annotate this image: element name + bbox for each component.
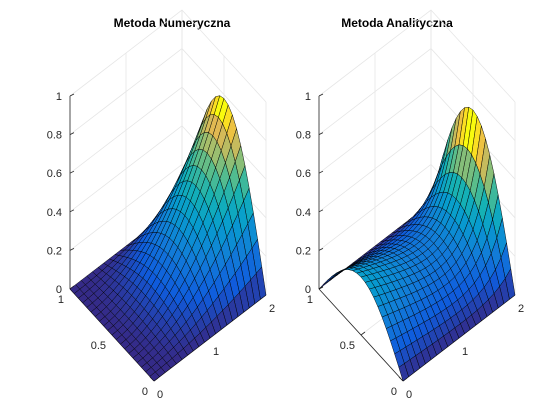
surface-cell	[149, 371, 160, 382]
z-tick-label: 0.4	[296, 207, 311, 219]
z-tick-mark	[318, 248, 324, 251]
x-tick-label: 1	[462, 346, 468, 358]
x-tick-label: 0	[157, 389, 163, 401]
z-tick-mark	[69, 93, 75, 97]
x-tick-labels: 0 1 2	[157, 303, 275, 401]
z-tick-label: 0.4	[47, 207, 62, 219]
z-tick-mark	[69, 170, 75, 174]
plot-title: Metoda Numeryczna	[114, 16, 231, 30]
surface-cell	[398, 363, 409, 382]
x-tick-mark	[398, 376, 404, 382]
z-tick-mark	[318, 93, 324, 97]
surface-mesh	[69, 95, 267, 382]
z-tick-label: 0	[305, 284, 311, 296]
z-tick-mark	[69, 132, 75, 135]
y-tick-label: 1	[58, 294, 64, 306]
z-tick-mark	[318, 209, 324, 213]
z-tick-label: 0.2	[47, 245, 62, 257]
y-tick-label: 0.5	[340, 340, 355, 352]
z-tick-mark	[69, 209, 75, 213]
z-tick-label: 0.6	[296, 168, 311, 180]
z-tick-label: 0.8	[296, 130, 311, 142]
y-tick-labels: 0 0.5 1	[58, 294, 148, 398]
y-tick-label: 0	[391, 386, 397, 398]
surface-mesh	[318, 106, 516, 382]
plot-title: Metoda Analityczna	[341, 16, 453, 30]
x-tick-label: 1	[213, 346, 219, 358]
z-tick-label: 0.8	[47, 130, 62, 142]
z-tick-label: 0.2	[296, 245, 311, 257]
y-tick-mark	[360, 331, 366, 336]
z-tick-mark	[318, 170, 324, 174]
x-tick-labels: 0 1 2	[406, 303, 524, 401]
x-tick-label: 0	[406, 389, 412, 401]
y-tick-label: 0.5	[91, 340, 106, 352]
y-tick-label: 0	[142, 386, 148, 398]
z-tick-mark	[69, 248, 75, 251]
z-tick-label: 1	[305, 91, 311, 103]
surface-plot-analytical: Metoda Analityczna 0 0.2 0.4 0.6 0.8 1 0…	[296, 9, 524, 401]
y-tick-labels: 0 0.5 1	[307, 294, 397, 398]
z-tick-mark	[318, 132, 324, 135]
z-tick-labels: 0 0.2 0.4 0.6 0.8 1	[296, 91, 311, 296]
surface-plot-numerical: Metoda Numeryczna 0 0.2 0.4 0.6 0.8 1 0 …	[47, 9, 275, 401]
z-tick-label: 1	[56, 91, 62, 103]
z-tick-label: 0	[56, 284, 62, 296]
x-tick-label: 2	[269, 303, 275, 315]
z-tick-label: 0.6	[47, 168, 62, 180]
x-tick-label: 2	[518, 303, 524, 315]
y-tick-label: 1	[307, 294, 313, 306]
z-tick-labels: 0 0.2 0.4 0.6 0.8 1	[47, 91, 62, 296]
